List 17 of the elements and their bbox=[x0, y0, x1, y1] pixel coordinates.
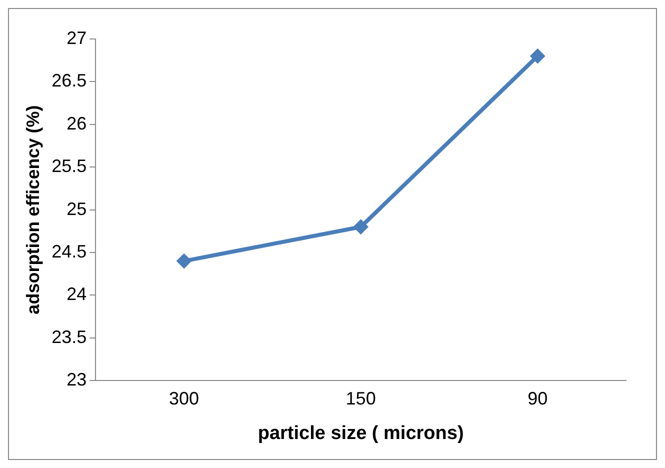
y-tick-label: 24.5 bbox=[52, 241, 87, 262]
y-tick-label: 25.5 bbox=[52, 156, 87, 176]
x-tick-label: 150 bbox=[346, 388, 376, 408]
point bbox=[530, 48, 546, 64]
y-tick-label: 26 bbox=[66, 113, 87, 134]
y-tick-label: 24 bbox=[66, 284, 87, 304]
x-tick-label: 90 bbox=[528, 388, 548, 408]
y-tick-label: 23.5 bbox=[52, 326, 87, 347]
y-tick-label: 25 bbox=[66, 198, 87, 219]
y-axis-title: adsorption efficency (%) bbox=[22, 105, 43, 314]
y-tick-label: 27 bbox=[66, 28, 87, 48]
point bbox=[353, 219, 368, 234]
point bbox=[176, 254, 192, 269]
y-tick-label: 26.5 bbox=[52, 70, 87, 91]
x-tick-label: 300 bbox=[169, 388, 200, 408]
y-tick-label: 23 bbox=[66, 370, 87, 390]
x-axis-title: particle size ( microns) bbox=[258, 422, 464, 444]
